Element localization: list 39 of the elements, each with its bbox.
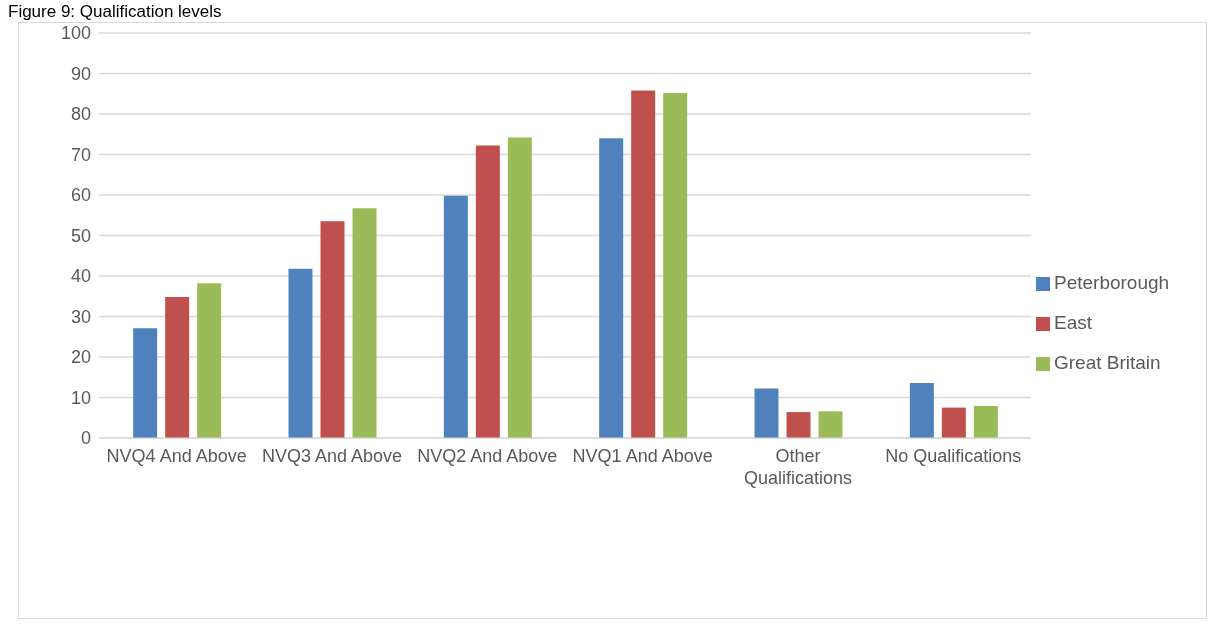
bar xyxy=(443,195,468,438)
legend-label: Great Britain xyxy=(1054,352,1161,373)
y-tick-label: 70 xyxy=(70,144,91,165)
x-tick-label: NVQ1 And Above xyxy=(572,446,713,466)
bar xyxy=(909,382,934,438)
x-tick-label: NVQ3 And Above xyxy=(261,446,403,466)
bar xyxy=(165,297,190,438)
legend-label: East xyxy=(1054,312,1093,333)
bar xyxy=(352,208,377,438)
y-tick-label: 50 xyxy=(70,225,91,246)
y-tick-label: 60 xyxy=(70,185,91,206)
x-tick-label: NVQ2 And Above xyxy=(417,446,558,466)
chart-title: Figure 9: Qualification levels xyxy=(8,2,222,22)
bar xyxy=(320,221,345,438)
y-tick-label: 90 xyxy=(70,63,91,84)
y-tick-label: 80 xyxy=(70,104,91,125)
x-tick-label: Other Qualifications xyxy=(743,446,853,488)
x-tick-label: No Qualifications xyxy=(885,446,1022,466)
bar xyxy=(631,90,656,438)
bar xyxy=(754,388,779,438)
bar xyxy=(133,328,158,438)
bar xyxy=(818,411,843,438)
bar xyxy=(599,138,624,438)
legend-label: Peterborough xyxy=(1054,272,1170,293)
y-tick-label: 30 xyxy=(70,306,91,327)
y-tick-label: 40 xyxy=(70,266,91,287)
bar xyxy=(941,407,966,438)
x-tick-label: NVQ4 And Above xyxy=(106,446,247,466)
y-tick-label: 100 xyxy=(60,23,91,44)
y-tick-label: 10 xyxy=(70,387,91,408)
bar xyxy=(288,268,313,438)
bar xyxy=(197,283,222,438)
y-tick-label: 20 xyxy=(70,347,91,368)
bar xyxy=(973,406,998,438)
y-tick-label: 0 xyxy=(80,428,91,449)
bar xyxy=(663,92,688,438)
bar xyxy=(786,412,811,438)
bar xyxy=(507,137,532,438)
bar xyxy=(475,145,500,438)
